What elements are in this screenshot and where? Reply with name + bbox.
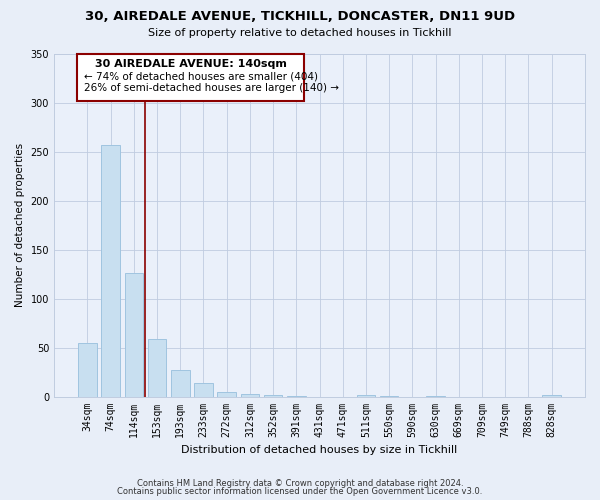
Text: Contains public sector information licensed under the Open Government Licence v3: Contains public sector information licen…: [118, 487, 482, 496]
Bar: [241, 394, 259, 396]
FancyBboxPatch shape: [77, 54, 304, 101]
Bar: [194, 383, 213, 396]
Bar: [217, 392, 236, 396]
Text: 30 AIREDALE AVENUE: 140sqm: 30 AIREDALE AVENUE: 140sqm: [95, 59, 287, 69]
Bar: [101, 145, 120, 397]
Bar: [125, 273, 143, 396]
Text: 30, AIREDALE AVENUE, TICKHILL, DONCASTER, DN11 9UD: 30, AIREDALE AVENUE, TICKHILL, DONCASTER…: [85, 10, 515, 23]
Bar: [264, 394, 283, 396]
Text: 26% of semi-detached houses are larger (140) →: 26% of semi-detached houses are larger (…: [84, 84, 339, 94]
Bar: [78, 342, 97, 396]
Bar: [148, 339, 166, 396]
Bar: [171, 370, 190, 396]
X-axis label: Distribution of detached houses by size in Tickhill: Distribution of detached houses by size …: [181, 445, 458, 455]
Text: ← 74% of detached houses are smaller (404): ← 74% of detached houses are smaller (40…: [84, 72, 318, 82]
Text: Contains HM Land Registry data © Crown copyright and database right 2024.: Contains HM Land Registry data © Crown c…: [137, 478, 463, 488]
Text: Size of property relative to detached houses in Tickhill: Size of property relative to detached ho…: [148, 28, 452, 38]
Y-axis label: Number of detached properties: Number of detached properties: [15, 143, 25, 308]
Bar: [356, 394, 375, 396]
Bar: [542, 394, 561, 396]
